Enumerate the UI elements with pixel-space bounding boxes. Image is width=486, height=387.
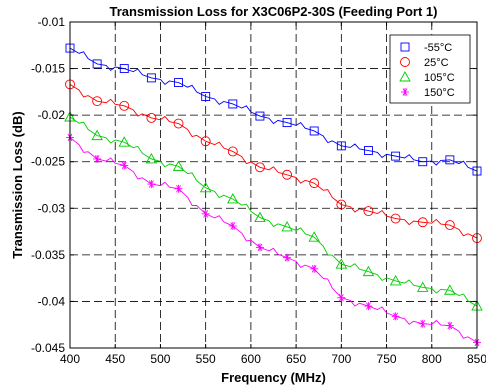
x-tick-label: 850 bbox=[467, 352, 486, 366]
data-point bbox=[390, 213, 401, 224]
series-line bbox=[69, 137, 478, 343]
grid bbox=[70, 22, 477, 348]
y-tick-label: -0.045 bbox=[31, 341, 65, 355]
x-tick-label: 600 bbox=[241, 352, 261, 366]
x-tick-label: 450 bbox=[105, 352, 125, 366]
data-point bbox=[337, 293, 346, 302]
data-point bbox=[336, 199, 347, 210]
x-tick-label: 700 bbox=[331, 352, 351, 366]
chart-title: Transmission Loss for X3C06P2-30S (Feedi… bbox=[110, 4, 438, 19]
legend-marker bbox=[399, 71, 411, 82]
data-point bbox=[283, 253, 292, 262]
x-tick-label: 400 bbox=[60, 352, 80, 366]
series-line bbox=[69, 84, 478, 239]
data-point bbox=[363, 206, 374, 217]
data-point bbox=[227, 193, 239, 204]
data-point bbox=[445, 321, 454, 330]
data-point bbox=[255, 243, 264, 252]
legend-label: 105°C bbox=[424, 72, 455, 84]
data-point bbox=[336, 141, 346, 151]
data-point bbox=[418, 319, 427, 328]
data-point bbox=[145, 152, 158, 164]
data-point bbox=[282, 169, 293, 180]
y-tick-label: -0.02 bbox=[38, 108, 66, 122]
data-point bbox=[228, 221, 237, 230]
legend-marker bbox=[401, 88, 409, 96]
data-point bbox=[92, 96, 103, 107]
data-point bbox=[281, 220, 293, 232]
data-point bbox=[254, 162, 265, 173]
x-tick-label: 500 bbox=[150, 352, 170, 366]
data-point bbox=[92, 59, 102, 69]
data-point bbox=[174, 78, 183, 87]
x-tick-label: 650 bbox=[286, 352, 306, 366]
y-tick-label: -0.04 bbox=[38, 294, 66, 308]
data-point bbox=[146, 112, 157, 123]
y-tick-label: -0.03 bbox=[38, 201, 66, 215]
data-point bbox=[172, 160, 185, 171]
data-point bbox=[417, 217, 428, 228]
y-tick-label: -0.025 bbox=[31, 155, 65, 169]
data-point bbox=[91, 129, 103, 141]
data-point bbox=[174, 184, 183, 193]
legend: -55°C 25°C 105°C 150°C bbox=[389, 34, 471, 104]
y-tick-label: -0.035 bbox=[31, 248, 65, 262]
y-tick-label: -0.015 bbox=[31, 62, 65, 76]
data-point bbox=[200, 136, 211, 147]
x-tick-label: 750 bbox=[377, 352, 397, 366]
data-point bbox=[146, 73, 156, 83]
legend-marker bbox=[400, 57, 410, 67]
data-point bbox=[120, 161, 129, 170]
data-point bbox=[391, 312, 400, 321]
data-point bbox=[364, 302, 373, 311]
data-point bbox=[228, 99, 238, 109]
legend-marker bbox=[400, 42, 410, 52]
data-point bbox=[308, 231, 320, 242]
data-point bbox=[309, 178, 320, 189]
plot-frame bbox=[69, 21, 478, 349]
ticks: 400 450 500 550 600 650 700 750 800 850 -0.01 -0.01… bbox=[31, 15, 486, 366]
data-point bbox=[310, 264, 319, 273]
data-point bbox=[199, 181, 212, 193]
data-point bbox=[254, 211, 266, 223]
series-2 bbox=[65, 79, 482, 244]
series-4 bbox=[66, 133, 481, 347]
data-point bbox=[119, 100, 130, 111]
data-point bbox=[335, 258, 348, 269]
data-point bbox=[119, 64, 129, 74]
data-point bbox=[93, 154, 102, 163]
data-point bbox=[118, 136, 131, 147]
data-point bbox=[309, 126, 319, 136]
data-point bbox=[227, 146, 238, 157]
data-point bbox=[201, 92, 211, 101]
x-axis-label: Frequency (MHz) bbox=[221, 370, 326, 385]
data-point bbox=[173, 118, 184, 129]
y-axis-label: Transmission Loss (dB) bbox=[10, 111, 25, 258]
data-point bbox=[445, 155, 455, 165]
x-tick-label: 550 bbox=[196, 352, 216, 366]
data-point bbox=[362, 265, 375, 277]
data-point bbox=[389, 275, 402, 286]
x-tick-label: 800 bbox=[422, 352, 442, 366]
data-point bbox=[255, 111, 265, 121]
data-point bbox=[418, 157, 428, 167]
series-layer bbox=[64, 43, 483, 347]
data-point bbox=[147, 180, 156, 189]
data-point bbox=[364, 146, 373, 155]
data-point bbox=[444, 220, 455, 231]
series-line bbox=[69, 116, 478, 307]
data-point bbox=[416, 281, 429, 292]
data-point bbox=[282, 118, 292, 128]
data-point bbox=[391, 151, 401, 161]
legend-label: -55°C bbox=[424, 42, 452, 54]
series-line bbox=[69, 47, 478, 172]
y-tick-label: -0.01 bbox=[38, 15, 66, 29]
series-1 bbox=[65, 43, 482, 176]
data-point bbox=[444, 284, 456, 295]
legend-label: 150°C bbox=[424, 87, 455, 99]
legend-label: 25°C bbox=[424, 57, 449, 69]
data-point bbox=[201, 209, 210, 218]
